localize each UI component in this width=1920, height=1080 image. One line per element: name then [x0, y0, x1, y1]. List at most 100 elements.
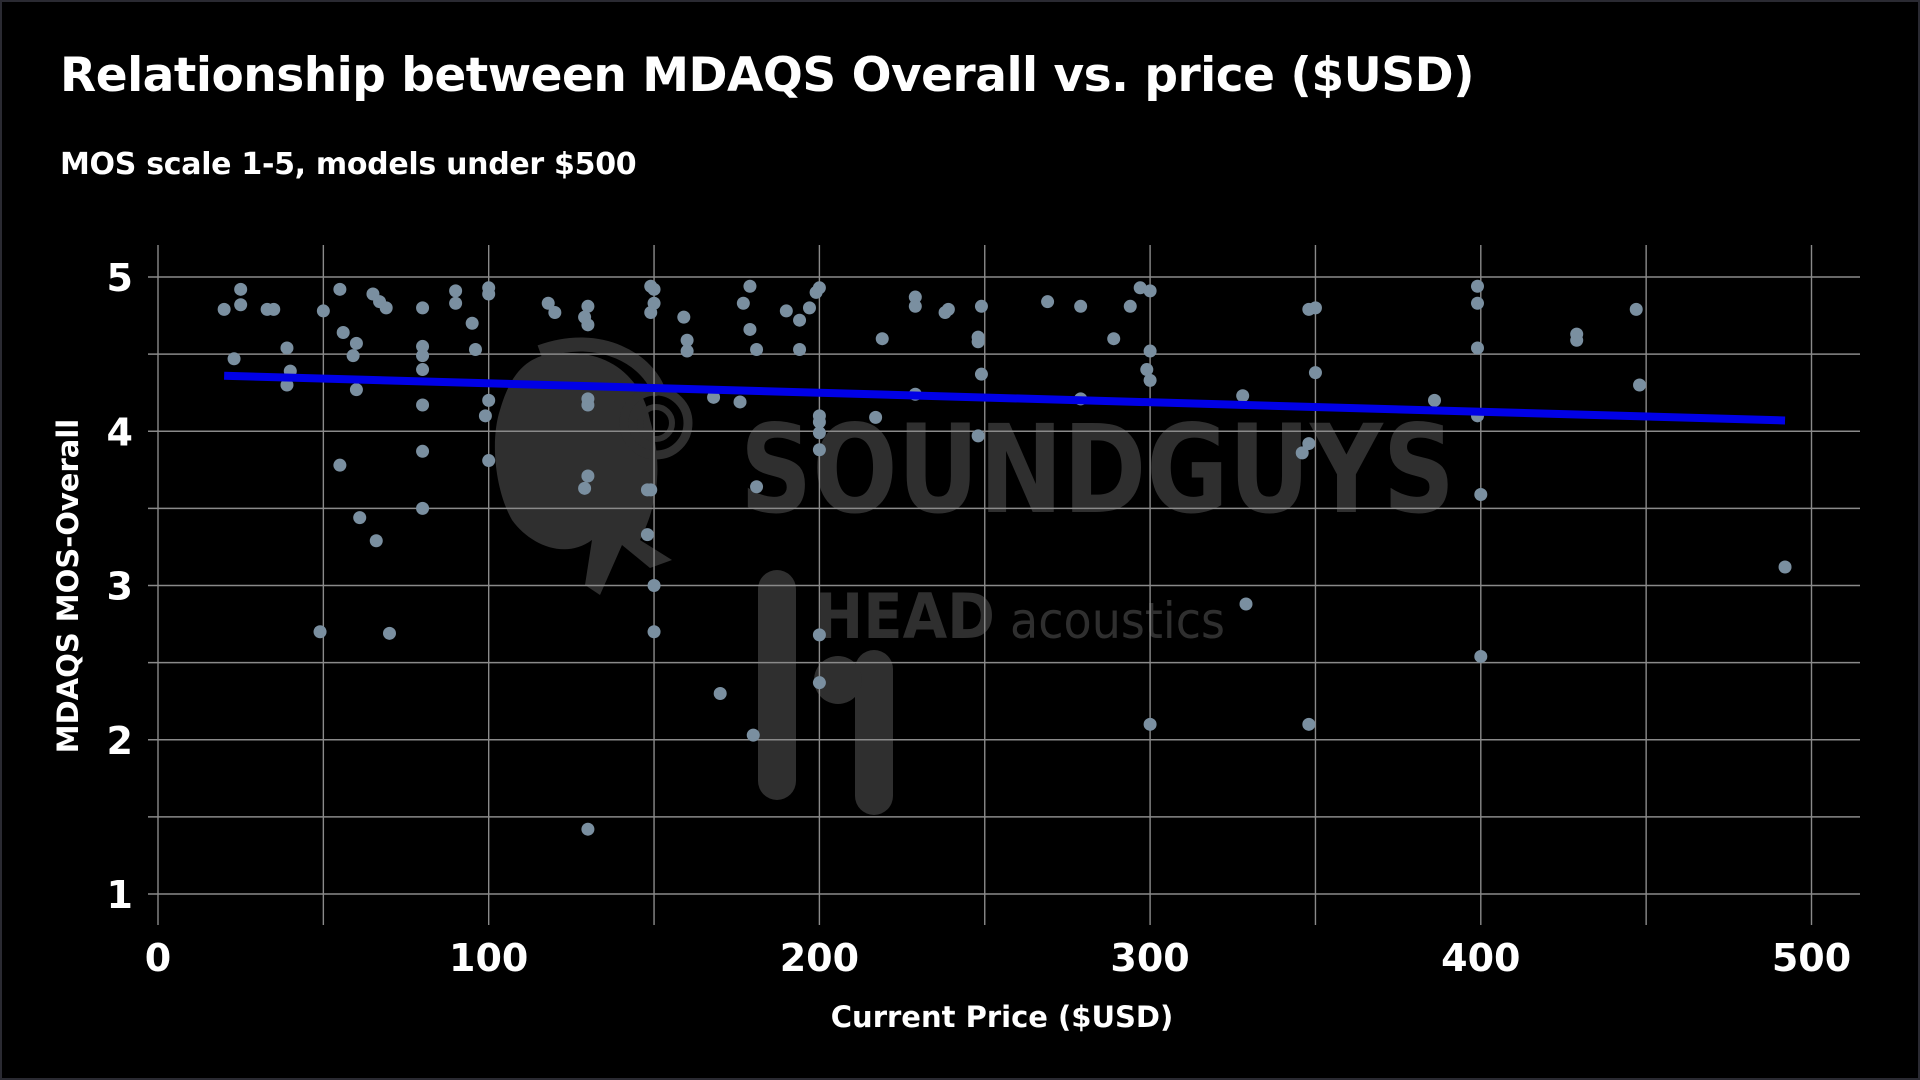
y-tick-label: 4: [107, 410, 133, 454]
data-point: [974, 299, 988, 313]
data-point: [743, 322, 757, 336]
y-axis-tick-labels: 1 2 3 4 5: [107, 256, 133, 917]
x-axis-tick-labels: 0 100 200 300 400 500: [145, 936, 1851, 980]
data-point: [416, 363, 430, 377]
data-point: [812, 443, 826, 457]
y-axis-title: MDAQS MOS-Overall: [51, 419, 85, 753]
data-point: [644, 305, 658, 319]
data-point: [1143, 717, 1157, 731]
data-point: [1143, 284, 1157, 298]
data-point: [793, 342, 807, 356]
data-point: [449, 296, 463, 310]
trendline: [224, 371, 1786, 425]
data-point: [647, 625, 661, 639]
data-point: [1140, 363, 1154, 377]
data-point: [416, 339, 430, 353]
data-point: [707, 390, 721, 404]
data-point: [541, 296, 555, 310]
y-tick-label: 1: [107, 873, 133, 917]
watermark-capsule-1: [758, 570, 796, 800]
data-point: [971, 429, 985, 443]
data-point: [349, 383, 363, 397]
data-point: [1308, 366, 1322, 380]
data-point: [1470, 341, 1484, 355]
data-point: [369, 534, 383, 548]
data-point: [869, 410, 883, 424]
data-point: [1295, 446, 1309, 460]
data-point: [1308, 301, 1322, 315]
data-point: [581, 822, 595, 836]
data-point: [812, 628, 826, 642]
chart-title: Relationship between MDAQS Overall vs. p…: [60, 48, 1475, 103]
data-point: [1143, 344, 1157, 358]
watermark-brand: SOUNDGUYS: [740, 399, 1455, 541]
data-point: [1236, 389, 1250, 403]
data-point: [802, 301, 816, 315]
data-point: [1302, 717, 1316, 731]
data-point: [280, 378, 294, 392]
data-point: [449, 284, 463, 298]
data-point: [1470, 279, 1484, 293]
data-point: [812, 426, 826, 440]
y-tick-label: 3: [107, 565, 133, 609]
data-point: [379, 301, 393, 315]
data-point: [482, 287, 496, 301]
data-point: [313, 625, 327, 639]
data-point: [908, 299, 922, 313]
data-point: [416, 349, 430, 363]
data-point: [1778, 560, 1792, 574]
data-point: [647, 282, 661, 296]
data-point: [1428, 393, 1442, 407]
data-point: [333, 458, 347, 472]
data-point: [416, 501, 430, 515]
data-point: [644, 483, 658, 497]
data-point: [793, 313, 807, 327]
data-point: [316, 304, 330, 318]
data-point: [349, 336, 363, 350]
watermark-capsule-2: [855, 650, 893, 815]
y-tick-label: 2: [107, 719, 133, 763]
data-point: [750, 342, 764, 356]
watermark-partner-light: acoustics: [1010, 592, 1225, 650]
data-point: [416, 301, 430, 315]
watermark: SOUNDGUYS HEAD acoustics: [494, 337, 1455, 815]
data-point: [677, 310, 691, 324]
data-point: [908, 290, 922, 304]
data-point: [1074, 299, 1088, 313]
data-point: [812, 281, 826, 295]
data-point: [581, 469, 595, 483]
data-point: [1629, 302, 1643, 316]
data-point: [346, 349, 360, 363]
data-point: [1239, 597, 1253, 611]
data-point: [1474, 649, 1488, 663]
data-point: [478, 409, 492, 423]
data-point: [581, 318, 595, 332]
data-point: [971, 335, 985, 349]
data-point: [416, 444, 430, 458]
grid-lines: [148, 245, 1860, 925]
data-point: [353, 511, 367, 525]
data-point: [1474, 487, 1488, 501]
data-point: [548, 305, 562, 319]
data-point: [1107, 332, 1121, 346]
data-point: [1133, 281, 1147, 295]
y-tick-label: 5: [107, 256, 133, 300]
data-point: [750, 480, 764, 494]
data-point: [941, 302, 955, 316]
data-point: [640, 528, 654, 542]
data-point: [974, 367, 988, 381]
data-point: [382, 626, 396, 640]
x-tick-label: 200: [780, 936, 859, 980]
data-point: [217, 302, 231, 316]
data-point: [1041, 295, 1055, 309]
data-point: [1570, 333, 1584, 347]
data-point: [333, 282, 347, 296]
regression-line: [224, 371, 1786, 425]
x-axis-title: Current Price ($USD): [831, 1000, 1173, 1034]
data-point: [578, 481, 592, 495]
data-point: [336, 326, 350, 340]
data-point: [234, 282, 248, 296]
data-point: [482, 393, 496, 407]
